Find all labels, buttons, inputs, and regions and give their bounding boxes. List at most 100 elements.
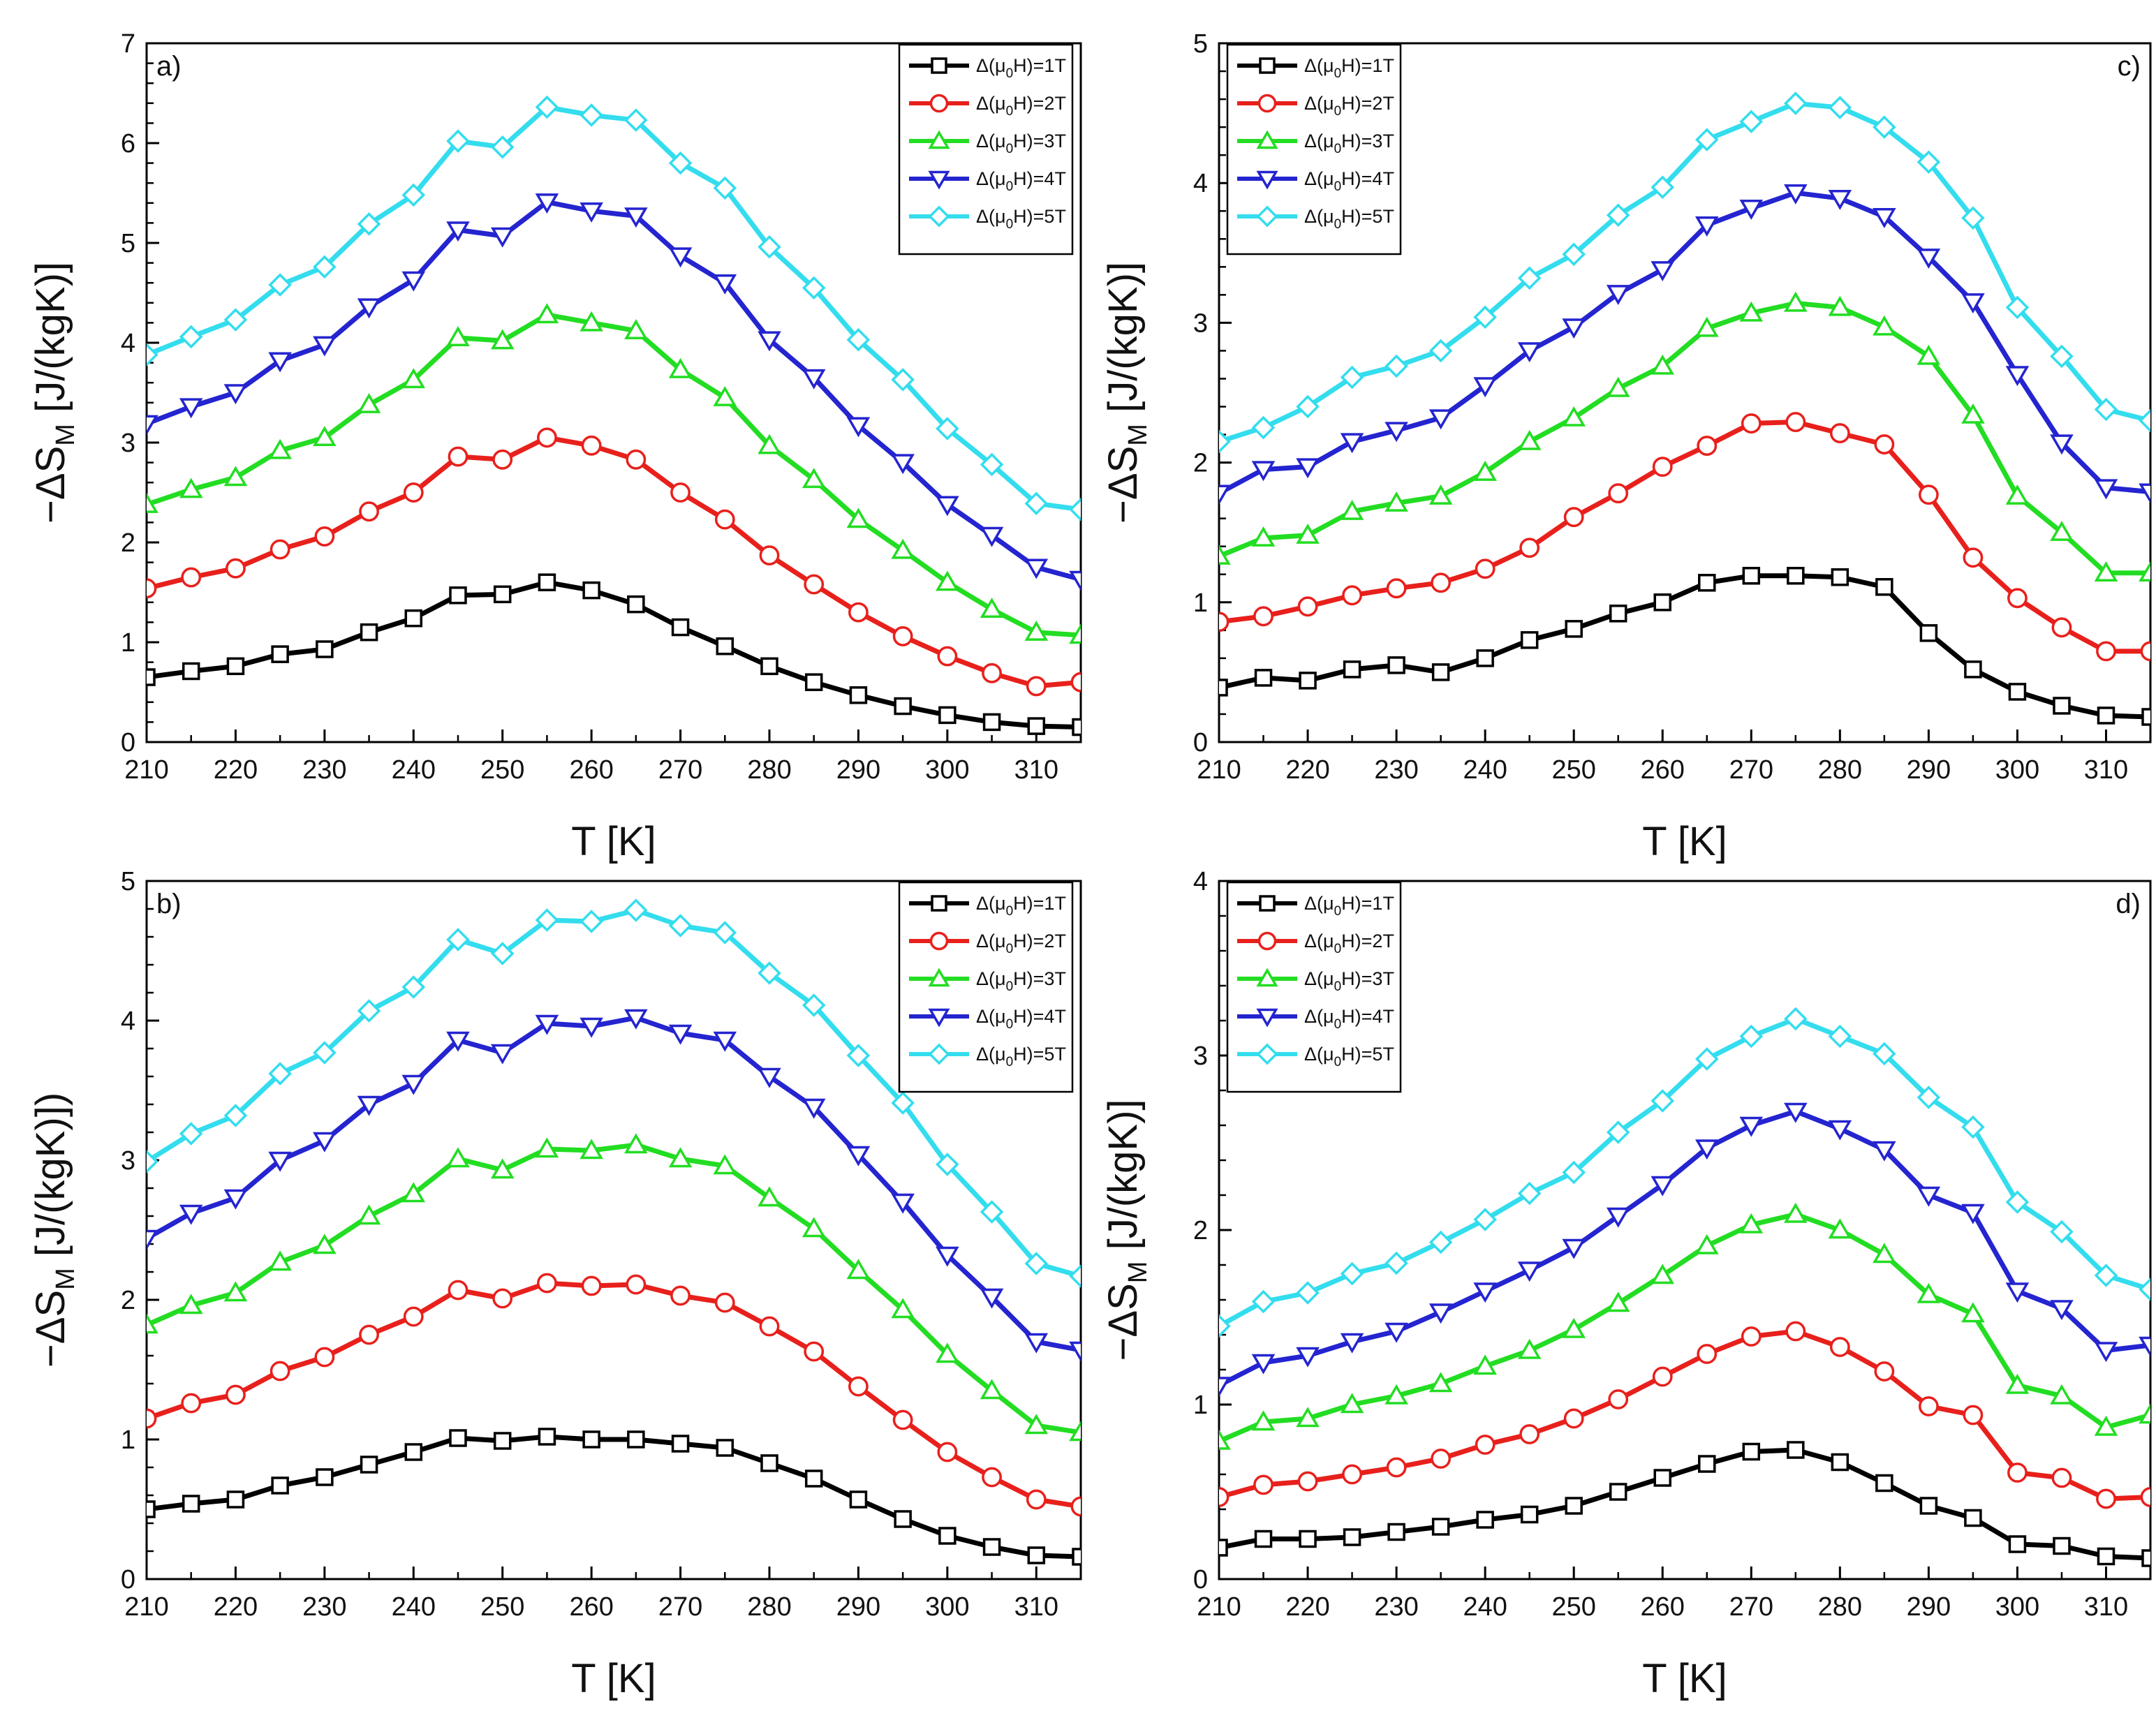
legend-marker bbox=[1257, 94, 1277, 113]
data-point bbox=[624, 1133, 648, 1154]
data-point bbox=[1343, 660, 1361, 679]
data-point bbox=[1831, 1453, 1849, 1472]
series-line-3T bbox=[147, 312, 1081, 638]
x-tick-label: 230 bbox=[302, 1592, 346, 1622]
data-point bbox=[802, 1217, 826, 1238]
data-point bbox=[1070, 1496, 1081, 1517]
data-point bbox=[2008, 1535, 2027, 1553]
data-point bbox=[1563, 1408, 1584, 1429]
data-point bbox=[1072, 718, 1081, 736]
data-point bbox=[403, 482, 424, 503]
legend-marker bbox=[931, 895, 947, 912]
x-tick-label: 280 bbox=[1818, 755, 1862, 785]
data-point bbox=[1565, 620, 1583, 638]
y-tick-label: 2 bbox=[1193, 449, 1208, 478]
data-point bbox=[1299, 1530, 1317, 1548]
data-point bbox=[2050, 1220, 2074, 1244]
series-line-1T bbox=[1219, 573, 2150, 720]
legend: Δ(μ0H)=1T Δ(μ0H)=2T Δ(μ0H)=3T Δ(μ0H)=4T Δ(μ0… bbox=[1226, 43, 1402, 256]
data-point bbox=[535, 303, 559, 324]
x-axis-title: T [K] bbox=[1642, 819, 1727, 864]
data-point bbox=[1739, 1213, 1764, 1234]
data-point bbox=[936, 417, 959, 440]
data-point bbox=[980, 526, 1004, 547]
data-point bbox=[1917, 249, 1941, 269]
data-point bbox=[982, 1467, 1002, 1488]
data-point bbox=[1694, 316, 1719, 337]
series-line-5T bbox=[1219, 1016, 2150, 1328]
series-line-2T bbox=[147, 1280, 1081, 1509]
data-point bbox=[849, 1490, 868, 1509]
legend-label: Δ(μ0H)=4T bbox=[1304, 1006, 1394, 1032]
data-point bbox=[1296, 394, 1320, 419]
data-point bbox=[1873, 115, 1896, 139]
series-line-1T bbox=[1219, 1447, 2150, 1561]
data-point bbox=[1873, 1042, 1896, 1066]
data-point bbox=[1873, 1243, 1896, 1264]
x-tick-label: 220 bbox=[214, 755, 258, 785]
data-point bbox=[1069, 1341, 1081, 1362]
data-point bbox=[492, 1288, 513, 1309]
data-point bbox=[936, 570, 959, 591]
data-point bbox=[357, 1095, 381, 1116]
legend-label: Δ(μ0H)=2T bbox=[1304, 93, 1394, 119]
data-point bbox=[980, 1379, 1004, 1400]
data-point bbox=[1875, 578, 1893, 596]
data-point bbox=[1428, 409, 1453, 430]
data-point bbox=[1387, 656, 1405, 674]
data-point bbox=[1517, 1181, 1542, 1206]
data-point bbox=[1520, 1505, 1539, 1524]
data-point bbox=[1785, 412, 1806, 432]
data-point bbox=[401, 1074, 426, 1095]
legend-label: Δ(μ0H)=3T bbox=[1304, 131, 1394, 156]
legend-label: Δ(μ0H)=3T bbox=[976, 131, 1066, 156]
legend-label: Δ(μ0H)=5T bbox=[976, 206, 1066, 232]
data-point bbox=[802, 993, 826, 1017]
data-point bbox=[1473, 377, 1497, 398]
data-point bbox=[582, 581, 600, 600]
data-point bbox=[936, 1342, 959, 1363]
data-point bbox=[579, 1017, 603, 1038]
data-point bbox=[223, 1281, 248, 1302]
data-point bbox=[1742, 1442, 1761, 1461]
data-point bbox=[2050, 344, 2074, 369]
data-point bbox=[179, 1204, 203, 1225]
data-point bbox=[759, 1316, 780, 1337]
data-point bbox=[1784, 291, 1808, 312]
x-tick-label: 230 bbox=[1374, 755, 1418, 785]
data-point bbox=[713, 385, 737, 406]
data-point bbox=[982, 713, 1001, 732]
data-point bbox=[1431, 663, 1450, 681]
data-point bbox=[1609, 1483, 1627, 1501]
data-point bbox=[1562, 1160, 1586, 1185]
data-point bbox=[2139, 1336, 2150, 1357]
data-point bbox=[624, 319, 648, 340]
data-point bbox=[1961, 1115, 1985, 1139]
data-point bbox=[1340, 499, 1364, 520]
data-point bbox=[359, 501, 379, 522]
x-tick-label: 220 bbox=[1285, 1592, 1329, 1622]
legend-marker bbox=[928, 1043, 950, 1065]
data-point bbox=[760, 657, 778, 676]
y-tick-label: 2 bbox=[1193, 1216, 1208, 1245]
data-point bbox=[446, 129, 470, 153]
data-point bbox=[268, 352, 292, 373]
data-point bbox=[1741, 1326, 1762, 1347]
data-point bbox=[147, 1150, 158, 1173]
x-tick-label: 250 bbox=[1551, 1592, 1595, 1622]
y-axis-title: −ΔSM [J/(kgK)] bbox=[1100, 1099, 1153, 1361]
x-tick-label: 220 bbox=[1285, 755, 1329, 785]
data-point bbox=[268, 438, 292, 459]
data-point bbox=[1219, 429, 1231, 454]
data-point bbox=[1784, 1007, 1808, 1031]
data-point bbox=[1219, 1377, 1231, 1398]
x-tick-label: 280 bbox=[1818, 1592, 1862, 1622]
data-point bbox=[758, 961, 781, 985]
data-point bbox=[1340, 433, 1364, 454]
data-point bbox=[1742, 567, 1761, 585]
series-line-1T bbox=[147, 1434, 1081, 1560]
y-tick-label: 7 bbox=[121, 29, 135, 59]
data-point bbox=[1828, 1024, 1852, 1049]
y-tick-label: 2 bbox=[121, 528, 135, 558]
